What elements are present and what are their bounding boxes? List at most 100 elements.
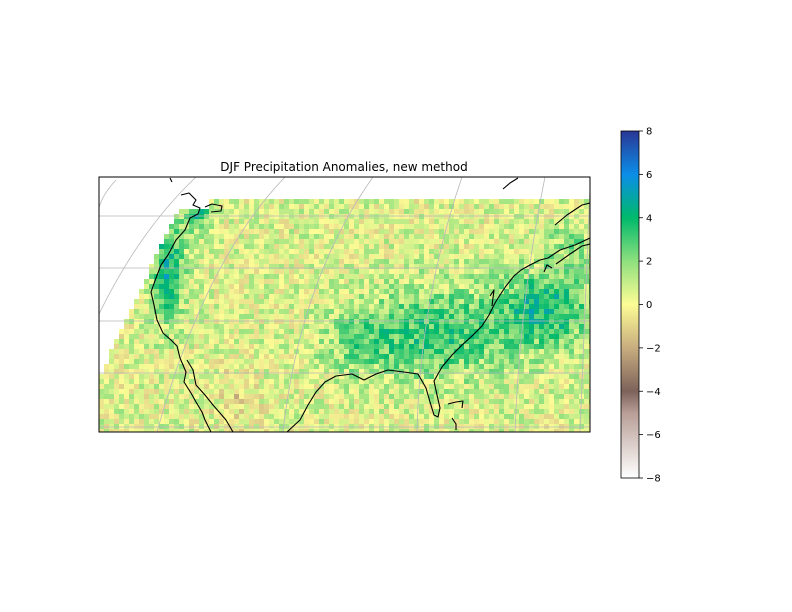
- anomaly-cell: [249, 354, 255, 360]
- anomaly-cell: [264, 349, 270, 355]
- anomaly-cell: [534, 384, 540, 390]
- anomaly-cell: [319, 359, 325, 365]
- anomaly-cell: [159, 299, 165, 305]
- anomaly-cell: [279, 259, 285, 265]
- anomaly-cell: [359, 309, 365, 315]
- anomaly-cell: [444, 219, 450, 225]
- anomaly-cell: [179, 349, 185, 355]
- anomaly-cell: [474, 229, 480, 235]
- anomaly-cell: [224, 239, 230, 245]
- anomaly-cell: [339, 359, 345, 365]
- anomaly-cell: [569, 394, 575, 400]
- anomaly-cell: [504, 379, 510, 385]
- anomaly-cell: [374, 319, 380, 325]
- anomaly-cell: [199, 384, 205, 390]
- anomaly-cell: [584, 384, 590, 390]
- anomaly-cell: [379, 394, 385, 400]
- anomaly-cell: [184, 299, 190, 305]
- anomaly-cell: [124, 374, 130, 380]
- anomaly-cell: [469, 409, 475, 415]
- anomaly-cell: [544, 249, 550, 255]
- gridline-lon-1: [99, 179, 117, 209]
- anomaly-cell: [469, 324, 475, 330]
- anomaly-cell: [554, 419, 560, 425]
- anomaly-cell: [544, 239, 550, 245]
- anomaly-cell: [564, 229, 570, 235]
- anomaly-cell: [449, 209, 455, 215]
- anomaly-cell: [449, 229, 455, 235]
- anomaly-cell: [379, 354, 385, 360]
- anomaly-cell: [339, 239, 345, 245]
- anomaly-cell: [124, 359, 130, 365]
- anomaly-cell: [114, 404, 120, 410]
- anomaly-cell: [354, 409, 360, 415]
- anomaly-cell: [344, 309, 350, 315]
- anomaly-cell: [424, 364, 430, 370]
- anomaly-cell: [369, 214, 375, 220]
- anomaly-cell: [249, 389, 255, 395]
- anomaly-cell: [264, 274, 270, 280]
- anomaly-cell: [254, 409, 260, 415]
- anomaly-cell: [194, 374, 200, 380]
- anomaly-cell: [394, 244, 400, 250]
- anomaly-cell: [329, 244, 335, 250]
- anomaly-cell: [264, 269, 270, 275]
- anomaly-cell: [354, 269, 360, 275]
- anomaly-cell: [534, 289, 540, 295]
- anomaly-cell: [499, 309, 505, 315]
- anomaly-cell: [494, 414, 500, 420]
- anomaly-cell: [569, 229, 575, 235]
- anomaly-cell: [404, 389, 410, 395]
- anomaly-cell: [479, 284, 485, 290]
- anomaly-cell: [529, 429, 535, 432]
- anomaly-cell: [109, 414, 115, 420]
- anomaly-cell: [294, 354, 300, 360]
- anomaly-cell: [544, 269, 550, 275]
- anomaly-cell: [274, 359, 280, 365]
- anomaly-cell: [394, 359, 400, 365]
- anomaly-cell: [274, 269, 280, 275]
- anomaly-cell: [189, 234, 195, 240]
- anomaly-cell: [584, 219, 590, 225]
- anomaly-cell: [549, 364, 555, 370]
- anomaly-cell: [289, 429, 295, 432]
- anomaly-cell: [269, 229, 275, 235]
- anomaly-cell: [584, 374, 590, 380]
- anomaly-cell: [334, 319, 340, 325]
- anomaly-cell: [399, 274, 405, 280]
- anomaly-cell: [574, 344, 580, 350]
- anomaly-cell: [444, 199, 450, 205]
- anomaly-cell: [394, 344, 400, 350]
- anomaly-cell: [179, 404, 185, 410]
- anomaly-cell: [254, 304, 260, 310]
- anomaly-cell: [519, 399, 525, 405]
- anomaly-cell: [449, 364, 455, 370]
- anomaly-cell: [309, 234, 315, 240]
- anomaly-cell: [529, 419, 535, 425]
- anomaly-cell: [349, 389, 355, 395]
- anomaly-cell: [204, 384, 210, 390]
- anomaly-cell: [554, 244, 560, 250]
- anomaly-cell: [539, 279, 545, 285]
- anomaly-cell: [144, 374, 150, 380]
- anomaly-cell: [559, 199, 565, 205]
- anomaly-cell: [469, 374, 475, 380]
- anomaly-cell: [359, 224, 365, 230]
- anomaly-cell: [324, 364, 330, 370]
- anomaly-cell: [239, 369, 245, 375]
- anomaly-cell: [449, 374, 455, 380]
- anomaly-cell: [269, 279, 275, 285]
- anomaly-cell: [274, 299, 280, 305]
- anomaly-cell: [159, 429, 165, 432]
- anomaly-cell: [309, 364, 315, 370]
- anomaly-cell: [309, 359, 315, 365]
- anomaly-cell: [554, 214, 560, 220]
- anomaly-cell: [484, 359, 490, 365]
- anomaly-cell: [234, 224, 240, 230]
- anomaly-cell: [239, 309, 245, 315]
- anomaly-cell: [549, 389, 555, 395]
- anomaly-cell: [484, 274, 490, 280]
- anomaly-cell: [514, 304, 520, 310]
- anomaly-cell: [524, 379, 530, 385]
- anomaly-cell: [169, 349, 175, 355]
